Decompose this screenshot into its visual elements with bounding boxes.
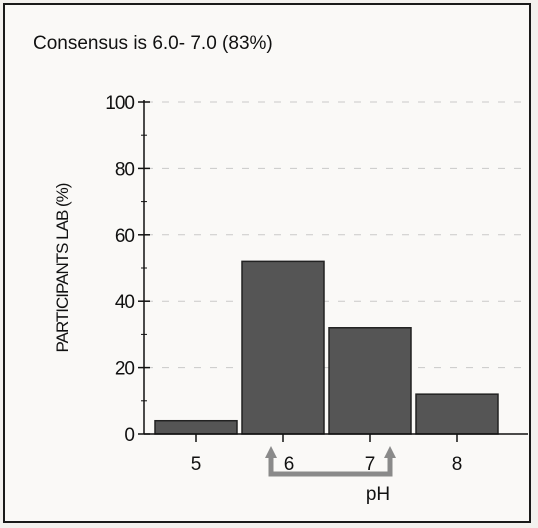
consensus-arrowhead-left <box>265 446 277 458</box>
y-axis-label: PARTICIPANTS LAB (%) <box>53 183 72 352</box>
consensus-bracket <box>268 456 393 477</box>
bar-7 <box>328 327 412 435</box>
x-tick-label: 6 <box>284 454 295 475</box>
y-ticks: 0 20 40 60 80 100 <box>105 93 150 446</box>
y-tick-label: 60 <box>115 226 135 247</box>
x-axis-label: pH <box>366 484 390 505</box>
axes <box>143 100 528 435</box>
y-tick-label: 20 <box>115 359 135 380</box>
x-ticks: 5 6 7 8 <box>191 434 463 475</box>
y-tick-label: 100 <box>105 93 134 114</box>
bars <box>154 260 499 435</box>
chart-title: Consensus is 6.0- 7.0 (83%) <box>33 33 273 54</box>
bar-6 <box>241 260 325 435</box>
x-tick-label: 5 <box>191 454 202 475</box>
bar-5 <box>154 419 238 435</box>
y-tick-label: 0 <box>124 425 134 446</box>
consensus-arrowhead-right <box>384 446 396 458</box>
y-tick-label: 40 <box>115 292 135 313</box>
x-tick-label: 7 <box>365 454 376 475</box>
bar-8 <box>415 393 499 435</box>
y-tick-label: 80 <box>115 159 135 180</box>
x-tick-label: 8 <box>452 454 463 475</box>
consensus-range-arrows <box>265 446 396 477</box>
